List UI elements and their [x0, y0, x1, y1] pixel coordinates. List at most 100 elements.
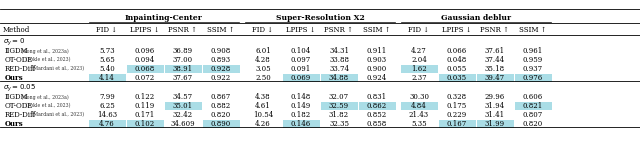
Text: Super-Resolution X2: Super-Resolution X2 — [276, 14, 364, 22]
Text: 10.54: 10.54 — [253, 111, 273, 119]
Text: 0.821: 0.821 — [523, 102, 543, 110]
Text: 0.820: 0.820 — [211, 111, 231, 119]
Text: 5.73: 5.73 — [99, 47, 115, 55]
Text: 4.61: 4.61 — [255, 102, 271, 110]
Text: OT-ODE: OT-ODE — [5, 102, 33, 110]
Text: FID ↓: FID ↓ — [252, 26, 273, 34]
Text: 38.91: 38.91 — [173, 65, 193, 73]
Text: RED-Diff: RED-Diff — [5, 65, 36, 73]
Text: RED-Diff: RED-Diff — [5, 111, 36, 119]
Text: RED-Diff (Mardani et al., 2023): RED-Diff (Mardani et al., 2023) — [5, 112, 80, 118]
Text: 1.62: 1.62 — [411, 65, 427, 73]
Text: 5.40: 5.40 — [99, 65, 115, 73]
Text: 2.37: 2.37 — [411, 74, 427, 82]
Text: 0.048: 0.048 — [447, 56, 467, 64]
Text: FID ↓: FID ↓ — [408, 26, 429, 34]
Text: $\sigma_y = 0$: $\sigma_y = 0$ — [3, 36, 25, 48]
Text: 31.94: 31.94 — [485, 102, 505, 110]
Text: 5.35: 5.35 — [411, 120, 427, 128]
Text: 0.104: 0.104 — [291, 47, 311, 55]
Bar — [438, 120, 476, 128]
Text: 14.63: 14.63 — [97, 111, 117, 119]
Text: 3.05: 3.05 — [255, 65, 271, 73]
Text: 31.82: 31.82 — [329, 111, 349, 119]
Text: 0.976: 0.976 — [523, 74, 543, 82]
Text: OT-ODE: OT-ODE — [5, 56, 33, 64]
Text: 0.924: 0.924 — [367, 74, 387, 82]
Text: IIGDM: IIGDM — [5, 93, 29, 101]
Bar — [438, 74, 476, 82]
Text: 30.30: 30.30 — [409, 93, 429, 101]
Text: 0.068: 0.068 — [135, 65, 155, 73]
Text: 0.119: 0.119 — [135, 102, 155, 110]
Text: 0.922: 0.922 — [211, 74, 231, 82]
Text: 34.31: 34.31 — [329, 47, 349, 55]
Text: 0.858: 0.858 — [367, 120, 387, 128]
Text: IIGDM (Song et al., 2023a): IIGDM (Song et al., 2023a) — [5, 94, 69, 100]
Bar — [401, 65, 438, 73]
Text: FID ↓: FID ↓ — [97, 26, 118, 34]
Text: IIGDM: IIGDM — [5, 47, 29, 55]
Text: 0.069: 0.069 — [291, 74, 311, 82]
Text: 0.831: 0.831 — [367, 93, 387, 101]
Bar — [321, 74, 358, 82]
Text: LPIPS ↓: LPIPS ↓ — [442, 26, 472, 34]
Bar — [164, 102, 202, 110]
Text: 0.328: 0.328 — [447, 93, 467, 101]
Text: 32.07: 32.07 — [329, 93, 349, 101]
Text: 7.99: 7.99 — [99, 93, 115, 101]
Text: 6.25: 6.25 — [99, 102, 115, 110]
Text: 37.00: 37.00 — [173, 56, 193, 64]
Text: 0.911: 0.911 — [367, 47, 387, 55]
Bar — [401, 102, 438, 110]
Text: 37.67: 37.67 — [173, 74, 193, 82]
Text: 4.38: 4.38 — [255, 93, 271, 101]
Text: Inpainting-Center: Inpainting-Center — [125, 14, 203, 22]
Text: $\sigma_y = 0.05$: $\sigma_y = 0.05$ — [3, 82, 36, 94]
Text: 4.28: 4.28 — [255, 56, 271, 64]
Text: (Pokle et al., 2023): (Pokle et al., 2023) — [24, 104, 70, 109]
Text: SSIM ↑: SSIM ↑ — [207, 26, 235, 34]
Text: 0.908: 0.908 — [211, 47, 231, 55]
Text: 0.122: 0.122 — [135, 93, 155, 101]
Text: (Song et al., 2023a): (Song et al., 2023a) — [20, 48, 69, 54]
Text: Gaussian deblur: Gaussian deblur — [441, 14, 511, 22]
Bar — [515, 102, 552, 110]
Text: 0.171: 0.171 — [135, 111, 155, 119]
Text: SSIM ↑: SSIM ↑ — [363, 26, 391, 34]
Bar — [358, 102, 396, 110]
Text: 0.096: 0.096 — [135, 47, 155, 55]
Bar — [88, 120, 125, 128]
Text: Method: Method — [3, 26, 30, 34]
Text: 0.149: 0.149 — [291, 102, 311, 110]
Text: 0.167: 0.167 — [447, 120, 467, 128]
Text: (Pokle et al., 2023): (Pokle et al., 2023) — [24, 57, 70, 63]
Text: 0.928: 0.928 — [211, 65, 231, 73]
Text: 31.41: 31.41 — [485, 111, 505, 119]
Text: 0.807: 0.807 — [523, 111, 543, 119]
Text: PSNR ↑: PSNR ↑ — [324, 26, 353, 34]
Text: LPIPS ↓: LPIPS ↓ — [130, 26, 160, 34]
Text: 35.18: 35.18 — [485, 65, 505, 73]
Text: 0.959: 0.959 — [523, 56, 543, 64]
Text: 5.65: 5.65 — [99, 56, 115, 64]
Text: 0.097: 0.097 — [291, 56, 311, 64]
Text: 4.76: 4.76 — [99, 120, 115, 128]
Text: 32.42: 32.42 — [173, 111, 193, 119]
Text: OT-ODE (Pokle et al., 2023): OT-ODE (Pokle et al., 2023) — [5, 104, 70, 109]
Text: 21.43: 21.43 — [409, 111, 429, 119]
Text: IIGDM (Song et al., 2023a): IIGDM (Song et al., 2023a) — [5, 48, 69, 54]
Text: 0.820: 0.820 — [523, 120, 543, 128]
Text: (Mardani et al., 2023): (Mardani et al., 2023) — [30, 112, 84, 118]
Bar — [321, 102, 358, 110]
Text: 32.59: 32.59 — [329, 102, 349, 110]
Text: 37.61: 37.61 — [485, 47, 505, 55]
Text: 0.175: 0.175 — [447, 102, 467, 110]
Text: 0.102: 0.102 — [135, 120, 155, 128]
Text: RED-Diff (Mardani et al., 2023): RED-Diff (Mardani et al., 2023) — [5, 66, 80, 72]
Text: 6.01: 6.01 — [255, 47, 271, 55]
Text: Ours: Ours — [5, 120, 24, 128]
Text: 4.26: 4.26 — [255, 120, 271, 128]
Text: 32.35: 32.35 — [329, 120, 349, 128]
Text: 0.229: 0.229 — [447, 111, 467, 119]
